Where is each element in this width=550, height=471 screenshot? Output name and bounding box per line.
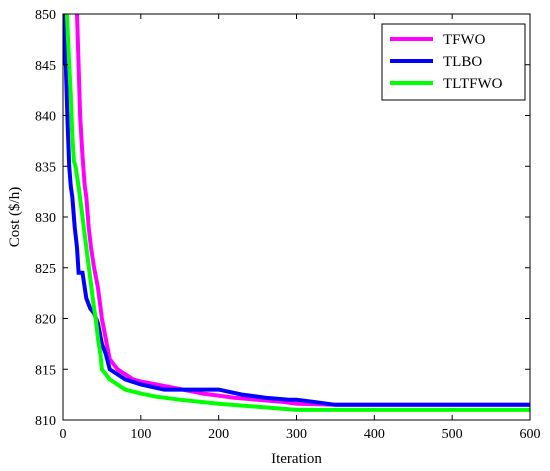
y-tick-label: 840 bbox=[35, 110, 56, 125]
x-tick-label: 600 bbox=[520, 427, 541, 442]
y-tick-label: 850 bbox=[35, 8, 56, 23]
y-tick-label: 815 bbox=[35, 363, 56, 378]
x-tick-label: 0 bbox=[60, 427, 67, 442]
y-tick-label: 845 bbox=[35, 59, 56, 74]
x-tick-label: 400 bbox=[364, 427, 385, 442]
x-axis-label: Iteration bbox=[271, 451, 322, 467]
y-tick-label: 825 bbox=[35, 262, 56, 277]
y-tick-label: 835 bbox=[35, 160, 56, 175]
series-line-tltfwo bbox=[64, 14, 530, 412]
y-tick-label: 810 bbox=[35, 414, 56, 429]
x-tick-label: 100 bbox=[130, 427, 151, 442]
series-line-tfwo bbox=[75, 14, 530, 407]
y-tick-label: 830 bbox=[35, 211, 56, 226]
y-axis-label: Cost ($/h) bbox=[7, 187, 23, 247]
series-layer bbox=[63, 14, 530, 412]
legend-label-tfwo: TFWO bbox=[443, 32, 486, 48]
y-tick-label: 820 bbox=[35, 313, 56, 328]
x-tick-label: 500 bbox=[442, 427, 463, 442]
legend: TFWO TLBO TLTFWO bbox=[381, 23, 526, 101]
legend-label-tltfwo: TLTFWO bbox=[443, 76, 503, 92]
x-tick-label: 300 bbox=[286, 427, 307, 442]
x-tick-label: 200 bbox=[208, 427, 229, 442]
series-line-tlbo bbox=[63, 14, 530, 407]
tick-layer: 0 100 200 300 400 500 600 810 815 820 825 830 835 840… bbox=[35, 8, 541, 442]
legend-label-tlbo: TLBO bbox=[443, 54, 482, 70]
